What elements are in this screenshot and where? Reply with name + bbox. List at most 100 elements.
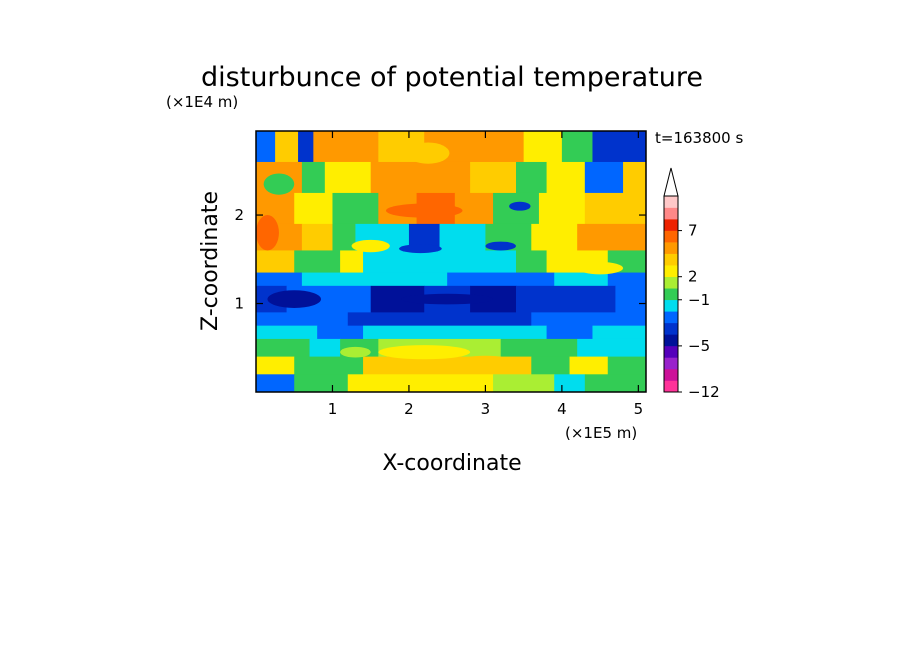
colorbar-segment — [664, 299, 678, 312]
contour-field — [256, 131, 646, 392]
field-band — [584, 374, 646, 392]
field-band — [577, 338, 646, 358]
field-feature — [509, 201, 531, 211]
field-band — [256, 374, 295, 392]
field-band — [584, 161, 624, 194]
field-feature — [485, 241, 516, 251]
field-band — [294, 356, 364, 375]
field-band — [607, 272, 646, 287]
colorbar-segment — [664, 219, 678, 231]
field-band — [301, 161, 326, 194]
field-feature — [406, 142, 450, 164]
x-tick-label: 2 — [404, 400, 414, 418]
field-feature — [340, 346, 371, 358]
field-feature — [401, 293, 494, 305]
field-band — [516, 250, 548, 274]
field-band — [256, 250, 295, 274]
field-band — [569, 356, 609, 375]
field-band — [317, 325, 364, 340]
field-band — [577, 223, 646, 251]
field-band — [554, 272, 609, 287]
field-band — [347, 312, 532, 327]
colorbar-segment — [664, 196, 678, 208]
plot-frame — [255, 130, 647, 393]
field-band — [363, 250, 517, 274]
field-band — [523, 131, 563, 163]
colorbar-label: 7 — [688, 222, 698, 240]
field-band — [340, 250, 364, 274]
field-band — [516, 285, 616, 313]
field-band — [309, 338, 341, 358]
field-band — [516, 161, 548, 194]
field-band — [298, 131, 314, 163]
field-band — [531, 356, 571, 375]
field-band — [256, 325, 318, 340]
field-band — [370, 161, 471, 194]
field-band — [294, 192, 333, 225]
field-band — [538, 192, 586, 225]
colorbar-segment — [664, 230, 678, 243]
colorbar-label: 2 — [688, 268, 698, 286]
field-band — [470, 161, 517, 194]
field-feature — [263, 173, 295, 195]
field-band — [561, 131, 593, 163]
field-feature — [378, 345, 471, 360]
field-band — [531, 312, 646, 327]
colorbar-segment — [664, 288, 678, 301]
field-feature — [256, 215, 279, 251]
field-band — [615, 285, 646, 313]
colorbar-segment — [664, 380, 678, 393]
colorbar-segment — [664, 357, 678, 370]
field-feature — [577, 261, 624, 275]
field-band — [607, 356, 646, 375]
field-band — [256, 131, 276, 163]
colorbar-segment — [664, 368, 678, 381]
field-band — [454, 192, 494, 225]
field-band — [584, 192, 646, 225]
field-feature — [399, 244, 442, 254]
y-tick-label: 1 — [234, 295, 244, 313]
x-axis-ticks: 1 2 3 4 5 — [328, 131, 643, 418]
x-tick-label: 5 — [634, 400, 644, 418]
field-band — [256, 272, 303, 287]
field-feature — [351, 239, 390, 253]
colorbar-segment — [664, 276, 678, 289]
field-band — [623, 161, 646, 194]
y-axis-label: Z-coordinate — [198, 191, 223, 331]
colorbar-segment — [664, 265, 678, 278]
x-tick-label: 4 — [557, 400, 567, 418]
field-band — [301, 223, 333, 251]
colorbar-segment — [664, 242, 678, 254]
field-band — [256, 338, 311, 358]
y-axis-unit: (×1E4 m) — [166, 93, 238, 111]
colorbar-label: −5 — [688, 337, 710, 355]
field-band — [324, 161, 372, 194]
field-band — [531, 223, 578, 251]
field-band — [500, 338, 578, 358]
time-label: t=163800 s — [655, 129, 743, 147]
field-band — [592, 325, 646, 340]
colorbar-label: −12 — [688, 383, 720, 401]
x-tick-label: 1 — [328, 400, 338, 418]
x-axis-label: X-coordinate — [382, 451, 521, 476]
colorbar-label: −1 — [688, 291, 710, 309]
colorbar-segment — [664, 311, 678, 324]
colorbar-segment — [664, 334, 678, 347]
field-band — [294, 250, 341, 274]
chart-title: disturbunce of potential temperature — [201, 62, 703, 93]
field-band — [313, 131, 379, 163]
colorbar — [663, 167, 679, 393]
field-band — [301, 272, 448, 287]
field-feature — [386, 203, 463, 218]
field-band — [439, 223, 486, 251]
colorbar-segment — [664, 207, 678, 220]
field-feature — [458, 355, 513, 367]
field-band — [554, 374, 586, 392]
colorbar-extend-arrow — [663, 167, 679, 197]
y-tick-label: 2 — [234, 206, 244, 224]
field-band — [256, 312, 349, 327]
x-axis-unit: (×1E5 m) — [565, 424, 637, 442]
field-band — [347, 374, 494, 392]
colorbar-labels: 7 2 −1 −5 −12 — [678, 222, 720, 401]
colorbar-segment — [664, 345, 678, 358]
